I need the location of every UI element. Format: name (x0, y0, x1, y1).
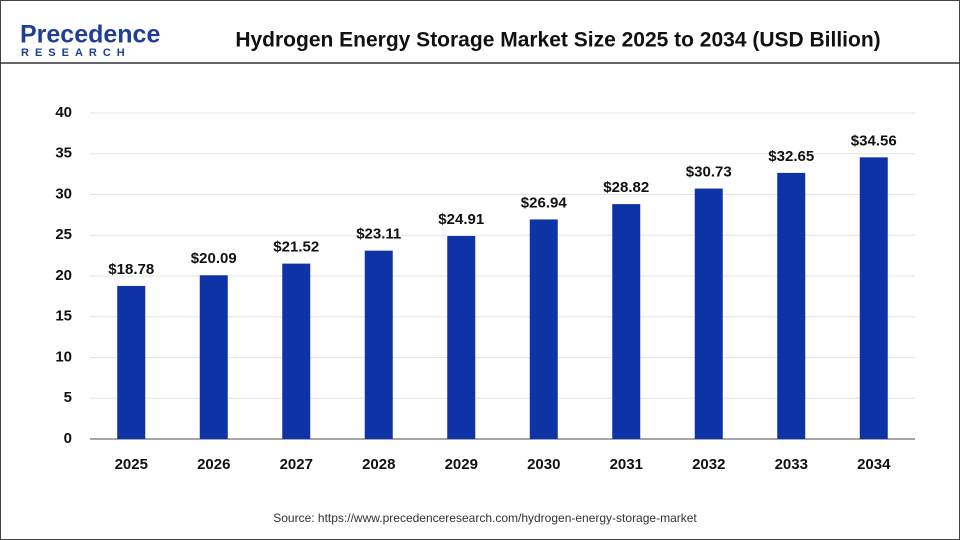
bar (859, 157, 888, 439)
bar (199, 275, 228, 439)
x-tick-label: 2033 (775, 456, 808, 473)
bar (694, 188, 723, 439)
y-tick-label: 10 (55, 348, 72, 365)
value-label: $30.73 (686, 164, 732, 181)
logo-sub: RESEARCH (21, 47, 131, 59)
value-label: $28.82 (603, 179, 649, 196)
x-tick-label: 2027 (280, 456, 313, 473)
y-tick-label: 25 (55, 226, 72, 243)
value-label: $20.09 (191, 250, 237, 267)
x-tick-label: 2028 (362, 456, 395, 473)
y-tick-label: 5 (64, 389, 72, 406)
x-tick-label: 2031 (610, 456, 643, 473)
value-label: $21.52 (273, 239, 319, 256)
y-tick-label: 20 (55, 267, 72, 284)
x-tick-label: 2030 (527, 456, 560, 473)
x-tick-label: 2034 (857, 456, 891, 473)
value-label: $26.94 (521, 194, 568, 211)
value-label: $32.65 (768, 148, 814, 165)
x-tick-label: 2026 (197, 456, 230, 473)
x-tick-label: 2032 (692, 456, 725, 473)
bar (282, 263, 311, 439)
y-tick-label: 40 (55, 104, 72, 121)
bar (612, 204, 641, 439)
x-tick-label: 2025 (115, 456, 148, 473)
bar (777, 172, 806, 439)
bar (447, 235, 476, 439)
value-label: $18.78 (108, 261, 154, 278)
value-label: $23.11 (356, 226, 401, 243)
value-label: $34.56 (851, 132, 897, 149)
y-tick-label: 15 (55, 308, 72, 325)
y-tick-label: 0 (64, 430, 72, 447)
y-tick-label: 30 (55, 185, 72, 202)
chart-title: Hydrogen Energy Storage Market Size 2025… (235, 29, 880, 52)
logo-name: Precedence (20, 21, 160, 49)
y-tick-label: 35 (55, 145, 72, 162)
bar (529, 219, 558, 439)
value-label: $24.91 (438, 211, 484, 228)
x-tick-label: 2029 (445, 456, 478, 473)
bar (364, 250, 393, 439)
bar (117, 285, 146, 439)
source: Source: https://www.precedenceresearch.c… (273, 511, 697, 525)
